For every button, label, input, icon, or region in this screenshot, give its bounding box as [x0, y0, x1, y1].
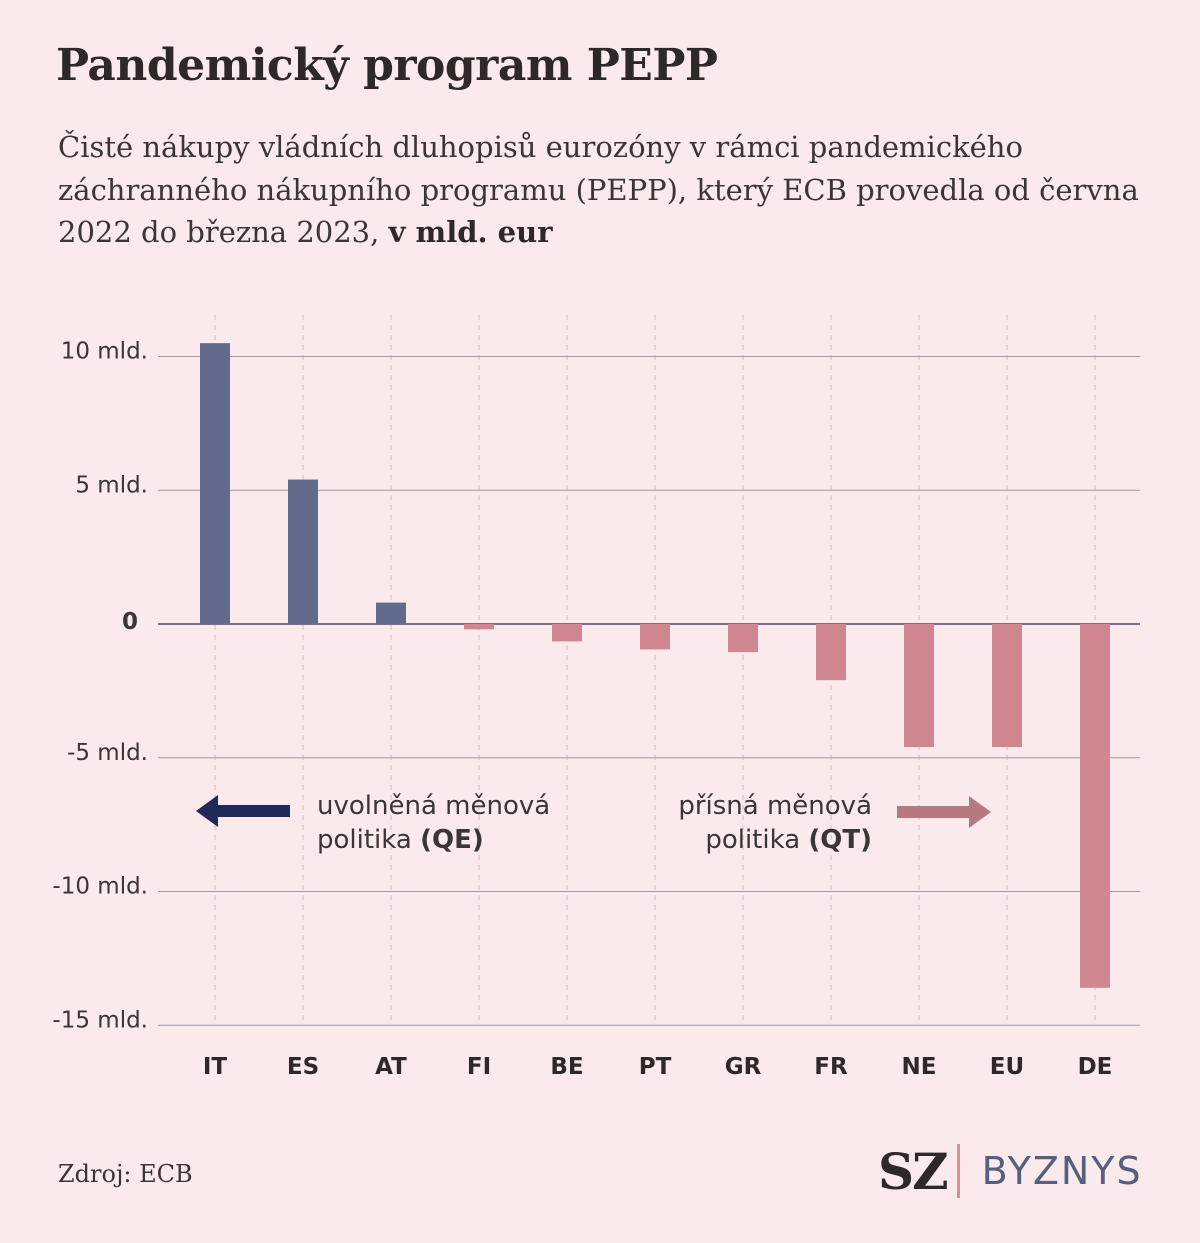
y-tick-label: -5 mld.: [67, 740, 148, 766]
x-tick-label-pt: PT: [639, 1054, 672, 1080]
logo: SZ BYZNYS: [878, 1140, 1143, 1202]
chart-subtitle: Čisté nákupy vládních dluhopisů eurozóny…: [58, 126, 1158, 254]
qe-label-line1: uvolněná měnová: [317, 791, 550, 821]
x-tick-label-gr: GR: [725, 1054, 762, 1080]
subtitle-unit: v mld. eur: [388, 215, 553, 249]
x-tick-label-fi: FI: [467, 1054, 491, 1080]
bar-it: [200, 343, 230, 624]
y-tick-label: 10 mld.: [61, 339, 148, 365]
qt-label-bold: (QT): [808, 825, 872, 855]
y-axis-labels: 10 mld. 5 mld. 0 -5 mld. -10 mld. -15 mld.: [52, 339, 148, 1034]
qe-label-line2: politika (QE): [317, 825, 484, 855]
arrow-left-icon: [196, 795, 290, 827]
source-note: Zdroj: ECB: [58, 1160, 193, 1188]
x-tick-label-ne: NE: [902, 1054, 937, 1080]
x-tick-label-de: DE: [1078, 1054, 1113, 1080]
y-tick-label: -15 mld.: [52, 1007, 148, 1033]
x-tick-label-be: BE: [550, 1054, 583, 1080]
qt-label-prefix: politika: [705, 825, 808, 855]
arrow-right-icon: [897, 796, 991, 828]
bar-eu: [992, 624, 1022, 748]
chart-title: Pandemický program PEPP: [56, 40, 718, 91]
x-tick-label-es: ES: [287, 1054, 319, 1080]
bar-es: [288, 479, 318, 624]
bar-de: [1080, 624, 1110, 988]
bar-gr: [728, 624, 758, 653]
bar-fr: [816, 624, 846, 681]
qe-annotation: uvolněná měnová politika (QE): [196, 791, 550, 855]
logo-divider: [956, 1144, 960, 1198]
x-tick-label-it: IT: [203, 1054, 228, 1080]
bar-be: [552, 624, 582, 642]
y-tick-label: 0: [122, 609, 138, 635]
x-tick-label-at: AT: [375, 1054, 407, 1080]
bar-ne: [904, 624, 934, 748]
x-tick-label-fr: FR: [814, 1054, 848, 1080]
qt-label-line1: přísná měnová: [678, 791, 872, 821]
qt-label-line2: politika (QT): [705, 825, 872, 855]
bar-at: [376, 602, 406, 624]
logo-section: BYZNYS: [981, 1149, 1143, 1193]
logo-brand: SZ: [878, 1141, 949, 1201]
subtitle-text: Čisté nákupy vládních dluhopisů eurozóny…: [58, 130, 1139, 249]
y-tick-label: -10 mld.: [52, 874, 148, 900]
y-tick-label: 5 mld.: [75, 472, 148, 498]
bar-fi: [464, 624, 494, 630]
bar-pt: [640, 624, 670, 650]
x-axis-labels: IT ES AT FI BE PT GR FR NE EU DE: [203, 1054, 1113, 1080]
x-tick-label-eu: EU: [990, 1054, 1024, 1080]
grid-lines: [158, 315, 1140, 1026]
qt-annotation: přísná měnová politika (QT): [678, 791, 991, 855]
qe-label-bold: (QE): [420, 825, 484, 855]
bars: [200, 343, 1110, 988]
qe-label-prefix: politika: [317, 825, 420, 855]
